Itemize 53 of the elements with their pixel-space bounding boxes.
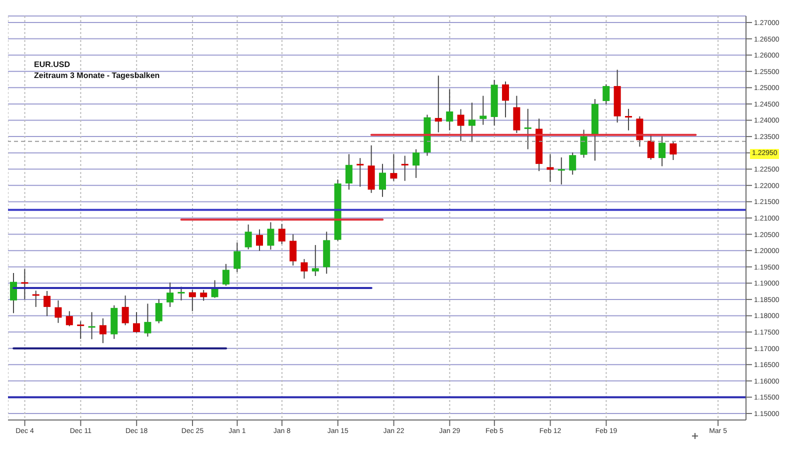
- candlestick: [144, 303, 152, 338]
- candlestick: [21, 268, 28, 300]
- candlestick: [178, 286, 185, 301]
- candlestick: [546, 154, 554, 182]
- candlestick: [256, 228, 263, 252]
- candlestick: [166, 282, 174, 308]
- candlestick: [524, 108, 532, 150]
- candlestick: [234, 242, 241, 273]
- candlestick: [480, 95, 487, 126]
- candlestick: [278, 223, 286, 245]
- candlestick: [468, 102, 476, 143]
- candlestick: [558, 156, 565, 185]
- candlestick: [670, 141, 677, 161]
- candlestick: [636, 116, 644, 148]
- candlestick: [10, 272, 17, 314]
- candlestick: [502, 80, 509, 118]
- candlestick: [625, 108, 632, 131]
- candlestick: [602, 84, 610, 105]
- candlestick: [290, 234, 297, 266]
- candlestick: [200, 290, 208, 302]
- candlestick: [390, 154, 398, 182]
- candlestick: [412, 148, 420, 178]
- candlestick: [54, 300, 62, 324]
- candlestick: [356, 158, 364, 188]
- text: Zeitraum 3 Monate - Tagesbalken: [34, 71, 160, 80]
- candlestick: [188, 290, 196, 312]
- candlestick: [88, 312, 96, 340]
- candlestick: [580, 129, 588, 158]
- candlestick: [457, 108, 464, 142]
- candlestick: [32, 290, 40, 308]
- candlestick: [434, 75, 442, 133]
- candlestick: [312, 244, 319, 276]
- candlestick: [133, 312, 140, 334]
- candlestick: [77, 320, 84, 340]
- text: EUR.USD: [34, 60, 70, 69]
- candlestick: [267, 222, 274, 250]
- candlestick: [155, 298, 162, 324]
- candlestick: [222, 263, 230, 286]
- candlestick: [244, 224, 252, 250]
- candlestick: [446, 88, 454, 131]
- candlestick: [44, 290, 51, 317]
- candlestick: [569, 152, 576, 176]
- candlestick: [647, 133, 654, 160]
- candlestick: [211, 280, 218, 298]
- candlestick: [345, 154, 352, 190]
- candlestick: [658, 136, 666, 167]
- candlestick: [401, 155, 408, 182]
- candlestick: [122, 295, 129, 326]
- candlestick: [99, 318, 106, 344]
- candlestick: [513, 95, 520, 134]
- candlestick: [300, 258, 308, 280]
- candlestick: [379, 163, 386, 198]
- candlestick: [66, 310, 73, 327]
